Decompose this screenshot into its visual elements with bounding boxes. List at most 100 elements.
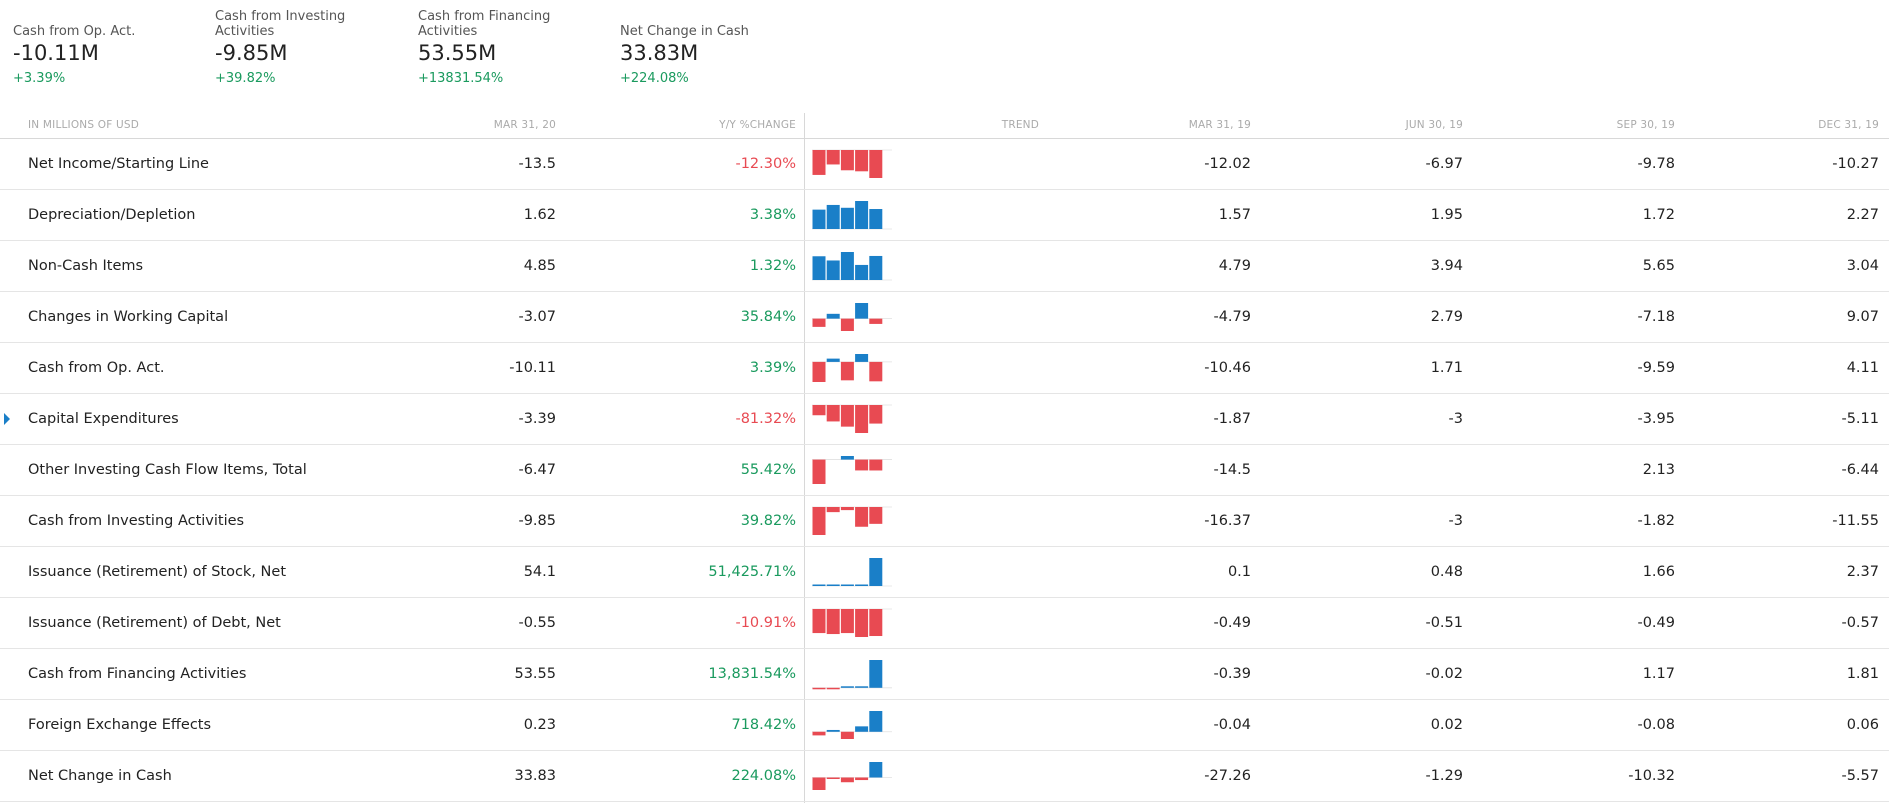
summary-card-investing: Cash from Investing Activities -9.85M +3…: [215, 8, 385, 88]
row-label: Foreign Exchange Effects: [28, 717, 212, 733]
cell-mar-31-19: 0.1: [1227, 564, 1251, 580]
trend-bar: [869, 711, 883, 732]
table-row[interactable]: Non-Cash Items 4.85 1.32% 4.79 3.94 5.65 3.04: [0, 241, 1889, 292]
trend-bar: [812, 361, 826, 382]
cell-sep-30-19: -0.08: [1637, 717, 1675, 733]
table-row[interactable]: Issuance (Retirement) of Stock, Net 54.1 5…: [0, 547, 1889, 598]
table-row[interactable]: Changes in Working Capital -3.07 35.84% -4.…: [0, 292, 1889, 343]
cell-jun-30-19: 1.95: [1430, 207, 1463, 223]
table-row[interactable]: Depreciation/Depletion 1.62 3.38% 1.57 1.95 1…: [0, 190, 1889, 241]
header-dec-31-19[interactable]: DEC 31, 19: [1818, 119, 1879, 131]
cell-current: -13.5: [518, 156, 556, 172]
trend-bar: [826, 777, 840, 780]
table-row[interactable]: Cash from Financing Activities 53.55 13,83…: [0, 649, 1889, 700]
trend-bar: [812, 256, 826, 280]
table-row[interactable]: Net Income/Starting Line -13.5 -12.30% -12.…: [0, 139, 1889, 190]
trend-sparkline: [812, 506, 892, 535]
cell-dec-31-19: -6.44: [1841, 462, 1879, 478]
cell-sep-30-19: -0.49: [1637, 615, 1675, 631]
cell-current: 33.83: [514, 768, 556, 784]
table-row[interactable]: Foreign Exchange Effects 0.23 718.42% -0.04…: [0, 700, 1889, 751]
trend-bar: [855, 264, 869, 280]
trend-sparkline: [812, 303, 892, 331]
trend-bar: [840, 456, 854, 460]
cell-sep-30-19: -9.78: [1637, 156, 1675, 172]
cell-jun-30-19: -0.02: [1425, 666, 1463, 682]
table-row[interactable]: Cash from Op. Act. -10.11 3.39% -10.46 1.71 -…: [0, 343, 1889, 394]
trend-bar: [840, 361, 854, 381]
trend-bar: [869, 459, 883, 471]
row-label: Cash from Investing Activities: [28, 513, 245, 529]
cell-mar-31-19: 1.57: [1218, 207, 1251, 223]
cell-yy-change: 39.82%: [740, 513, 796, 529]
cell-mar-31-19: -1.87: [1213, 411, 1251, 427]
cell-mar-31-19: 4.79: [1218, 258, 1251, 274]
trend-bar: [869, 507, 883, 524]
cell-current: 4.85: [523, 258, 556, 274]
cell-yy-change: 224.08%: [731, 768, 796, 784]
cell-yy-change: 3.38%: [749, 207, 796, 223]
trend-bar: [840, 686, 854, 688]
cell-yy-change: 51,425.71%: [708, 564, 796, 580]
trend-sparkline: [812, 456, 892, 484]
cell-current: 0.23: [523, 717, 556, 733]
header-sep-30-19[interactable]: SEP 30, 19: [1616, 119, 1675, 131]
header-trend: TREND: [1001, 119, 1039, 131]
cell-mar-31-19: -0.39: [1213, 666, 1251, 682]
cell-sep-30-19: -10.32: [1628, 768, 1675, 784]
cell-sep-30-19: 5.65: [1642, 258, 1675, 274]
row-label: Depreciation/Depletion: [28, 207, 196, 223]
header-jun-30-19[interactable]: JUN 30, 19: [1405, 119, 1463, 131]
trend-sparkline: [812, 558, 892, 587]
cell-current: -6.47: [518, 462, 556, 478]
row-label: Non-Cash Items: [28, 258, 144, 274]
cell-dec-31-19: 2.27: [1846, 207, 1879, 223]
header-mar-31-19[interactable]: MAR 31, 19: [1188, 119, 1251, 131]
summary-change: +39.82%: [215, 71, 276, 86]
trend-bar: [869, 209, 883, 229]
trend-bar: [869, 405, 883, 424]
cell-jun-30-19: 3.94: [1430, 258, 1463, 274]
header-yy-change[interactable]: Y/Y %CHANGE: [719, 119, 796, 131]
header-current[interactable]: MAR 31, 20: [493, 119, 556, 131]
table-row[interactable]: Capital Expenditures -3.39 -81.32% -1.87 -3 -…: [0, 394, 1889, 445]
cell-current: -10.11: [509, 360, 556, 376]
cell-current: -3.07: [518, 309, 556, 325]
cell-sep-30-19: -3.95: [1637, 411, 1675, 427]
trend-bar: [869, 318, 883, 324]
row-label: Net Change in Cash: [28, 768, 172, 784]
cell-yy-change: -12.30%: [735, 156, 796, 172]
trend-bar: [826, 204, 840, 229]
trend-bar: [812, 150, 826, 175]
cell-yy-change: -10.91%: [735, 615, 796, 631]
expand-arrow-icon[interactable]: [4, 413, 10, 425]
table-row[interactable]: Cash from Investing Activities -9.85 39.82…: [0, 496, 1889, 547]
trend-bar: [855, 777, 869, 781]
cell-dec-31-19: -11.55: [1832, 513, 1879, 529]
trend-bar: [855, 405, 869, 433]
summary-label: Cash from Op. Act.: [13, 24, 136, 39]
cell-jun-30-19: -1.29: [1425, 768, 1463, 784]
trend-bar: [812, 609, 826, 634]
trend-bar: [869, 361, 883, 382]
cell-yy-change: 13,831.54%: [708, 666, 796, 682]
trend-bar: [840, 609, 854, 634]
trend-sparkline: [812, 149, 892, 178]
summary-card-net-change: Net Change in Cash 33.83M +224.08%: [620, 8, 790, 88]
trend-sparkline: [812, 354, 892, 382]
trend-bar: [840, 318, 854, 331]
summary-label: Cash from Financing Activities: [418, 9, 551, 39]
table-row[interactable]: Other Investing Cash Flow Items, Total -6…: [0, 445, 1889, 496]
cell-sep-30-19: 1.72: [1642, 207, 1675, 223]
trend-bar: [840, 207, 854, 229]
table-row[interactable]: Issuance (Retirement) of Debt, Net -0.55 -…: [0, 598, 1889, 649]
cell-current: 1.62: [523, 207, 556, 223]
trend-bar: [826, 687, 840, 690]
trend-bar: [812, 507, 826, 535]
trend-bar: [826, 313, 840, 319]
trend-bar: [869, 255, 883, 280]
row-label: Issuance (Retirement) of Debt, Net: [28, 615, 281, 631]
table-row[interactable]: Net Change in Cash 33.83 224.08% -27.26 -1.2…: [0, 751, 1889, 802]
trend-bar: [855, 584, 869, 586]
trend-bar: [826, 584, 840, 586]
